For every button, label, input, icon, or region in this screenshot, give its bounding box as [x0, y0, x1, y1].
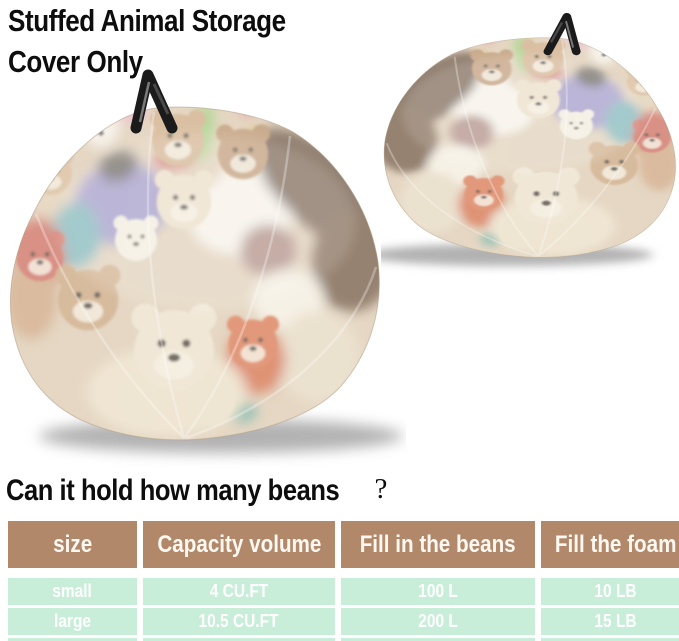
- cell-large-foam: 15 LB: [541, 608, 679, 635]
- bean-bag-photo-small: [381, 8, 679, 288]
- cell-small-foam: 10 LB: [541, 578, 679, 605]
- table-row-clipped: [8, 638, 679, 641]
- question-heading: Can it hold how many beans ?: [6, 473, 387, 508]
- bean-bag-small-art: [381, 8, 679, 272]
- cell-large-beans: 200 L: [341, 608, 535, 635]
- header-size: size: [8, 521, 137, 568]
- question-text: Can it hold how many beans: [6, 474, 340, 507]
- title-line-1: Stuffed Animal Storage: [8, 3, 286, 38]
- page-title: Stuffed Animal Storage Cover Only: [8, 0, 339, 82]
- capacity-table: size Capacity volume Fill in the beans F…: [8, 521, 679, 641]
- cell-small-capacity: 4 CU.FT: [143, 578, 335, 605]
- table-row-small: small 4 CU.FT 100 L 10 LB: [8, 578, 679, 605]
- bean-bag-large-art: [6, 62, 406, 462]
- header-fill-the-foam: Fill the foam: [541, 521, 679, 568]
- table-row-large: large 10.5 CU.FT 200 L 15 LB: [8, 608, 679, 635]
- question-mark: ?: [374, 473, 388, 505]
- header-fill-in-the-beans: Fill in the beans: [341, 521, 535, 568]
- cell-large-capacity: 10.5 CU.FT: [143, 608, 335, 635]
- clipped-cell: [143, 638, 335, 641]
- title-line-2: Cover Only: [8, 44, 143, 79]
- clipped-cell: [8, 638, 137, 641]
- header-capacity-volume: Capacity volume: [143, 521, 335, 568]
- cell-small-size: small: [8, 578, 137, 605]
- cell-large-size: large: [8, 608, 137, 635]
- clipped-cell: [341, 638, 535, 641]
- clipped-cell: [541, 638, 679, 641]
- table-header-row: size Capacity volume Fill in the beans F…: [8, 521, 679, 568]
- bean-bag-photo-large: [6, 62, 406, 477]
- cell-small-beans: 100 L: [341, 578, 535, 605]
